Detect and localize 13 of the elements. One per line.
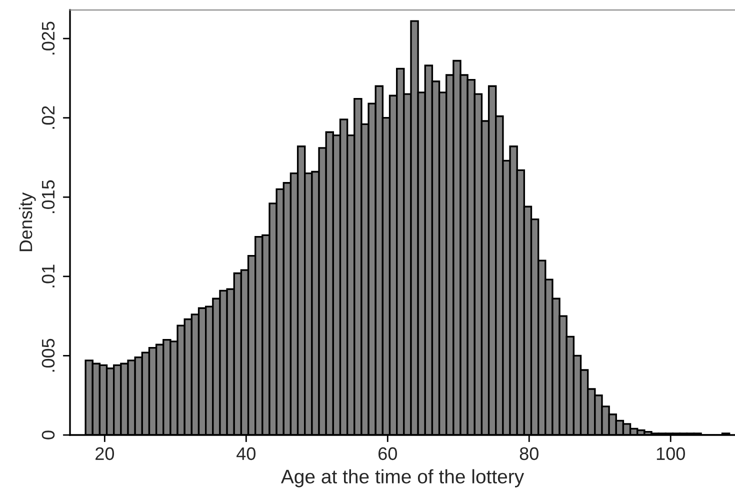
- x-axis-title: Age at the time of the lottery: [280, 469, 524, 488]
- x-tick-label: 80: [520, 447, 538, 460]
- x-tick-label: 60: [378, 447, 397, 460]
- y-tick-label: .015: [42, 180, 55, 214]
- y-axis-title: Density: [18, 192, 36, 252]
- y-tick-label: .01: [42, 264, 55, 288]
- y-tick-label: 0: [42, 430, 55, 440]
- x-tick-label: 20: [96, 447, 114, 460]
- y-tick-label: .02: [42, 106, 55, 129]
- x-tick-label: 100: [656, 447, 685, 460]
- y-tick-label: .025: [42, 22, 55, 54]
- x-tick-label: 40: [236, 447, 256, 460]
- y-tick-label: .005: [42, 338, 55, 372]
